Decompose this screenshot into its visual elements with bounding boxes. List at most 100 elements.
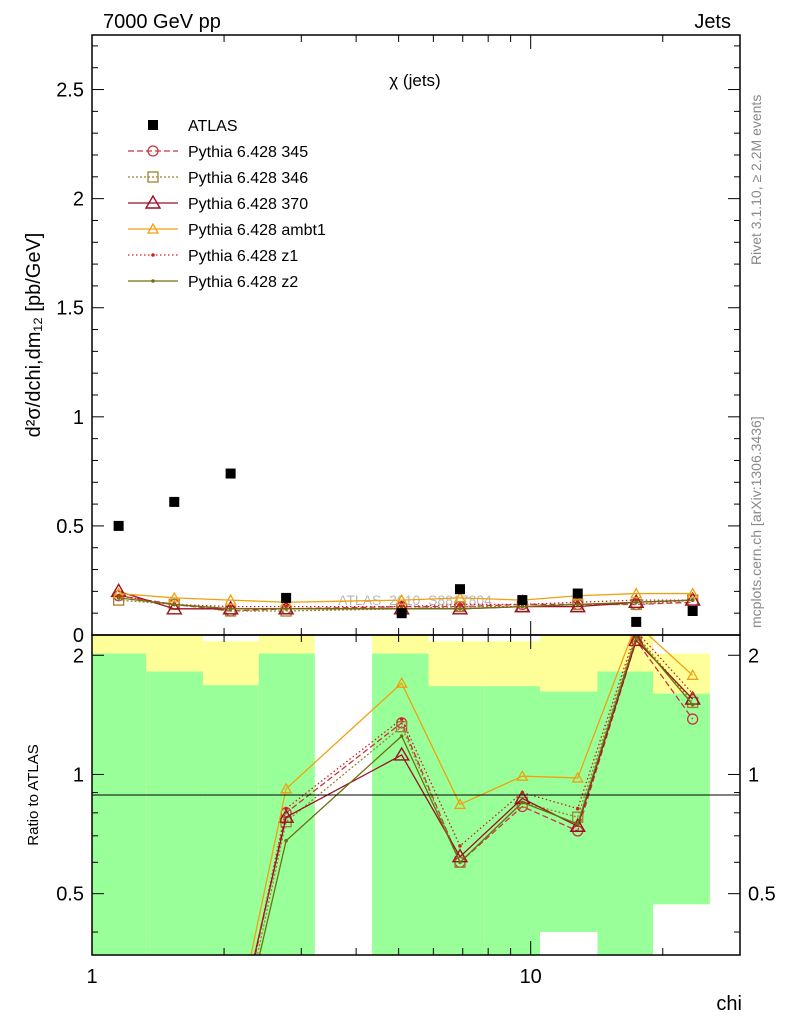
data-point-atlas (281, 592, 292, 603)
ratio-point-p370 (627, 635, 645, 647)
ratio-point-p370 (569, 817, 586, 832)
main-point-z2 (575, 602, 580, 607)
ratio-line-z2 (258, 635, 694, 955)
main-y-tick-label: 1.5 (56, 298, 84, 320)
green-band-bin (92, 653, 147, 955)
ratio-point-z2 (634, 635, 639, 640)
ratio-line-p370 (253, 639, 694, 955)
data-point-atlas (572, 588, 583, 599)
ratio-point-z1 (458, 844, 462, 848)
main-point-p370 (277, 600, 295, 615)
legend-label: Pythia 6.428 370 (188, 196, 308, 213)
main-line-z1 (118, 595, 693, 608)
legend-marker (144, 194, 162, 209)
data-point-atlas (631, 616, 642, 627)
ratio-point-p346 (396, 721, 408, 733)
data-point-atlas (687, 606, 698, 616)
data-point-atlas (396, 608, 407, 619)
green-band-bin (146, 671, 203, 955)
main-point-p370 (166, 600, 183, 615)
ratio-point-p345 (687, 713, 699, 725)
main-panel: ATLAS_2010_S8817804 00.511.522.5 χ (jets… (23, 34, 741, 647)
main-point-p370 (569, 598, 586, 613)
main-point-z2 (228, 607, 233, 611)
legend-marker (146, 222, 160, 234)
ratio-point-z1 (690, 691, 695, 696)
main-y-tick-label: 0 (73, 625, 84, 647)
main-point-ambt1 (224, 593, 237, 605)
green-band-bin (372, 653, 429, 955)
legend-label: Pythia 6.428 z2 (188, 274, 298, 291)
ratio-y-tick-label-right: 1 (748, 764, 759, 786)
legend-marker (147, 145, 159, 157)
header-left: 7000 GeV pp (103, 11, 221, 33)
main-point-z2 (634, 600, 639, 605)
legend-entry-p370: Pythia 6.428 370 (128, 194, 308, 213)
ratio-y-axis-label: Ratio to ATLAS (25, 744, 42, 845)
header-right: Jets (694, 11, 731, 33)
main-point-z1 (458, 602, 462, 607)
main-point-z2 (458, 607, 462, 611)
ratio-series (250, 635, 701, 955)
main-y-axis-label: d²σ/dchi,dm₁₂ [pb/GeV] (23, 233, 45, 438)
legend-label: Pythia 6.428 ambt1 (188, 222, 326, 239)
ratio-line-p345 (254, 638, 694, 955)
main-y-ticks: 0 0.5 1 1.5 2 2.5 (56, 45, 740, 647)
ratio-line-ambt1 (250, 635, 694, 955)
ratio-point-z1 (575, 806, 580, 811)
legend-entry-data: ATLAS (148, 118, 238, 135)
ratio-point-z1 (399, 717, 404, 721)
main-point-p370 (451, 600, 469, 615)
main-point-ambt1 (395, 593, 408, 605)
main-point-ambt1 (630, 587, 643, 599)
legend-entry-p346: Pythia 6.428 346 (128, 170, 308, 187)
legend-marker (151, 253, 155, 257)
legend-marker (151, 279, 155, 283)
main-point-p370 (684, 591, 701, 606)
main-point-z2 (116, 596, 121, 600)
ratio-y-tick-label-left: 1 (73, 764, 84, 786)
ratio-point-p346 (687, 696, 699, 709)
main-point-ambt1 (686, 587, 699, 599)
main-y-tick-label: 2 (73, 189, 84, 211)
x-axis-label: chi (716, 993, 742, 1015)
legend-label: Pythia 6.428 345 (188, 144, 308, 161)
data-point-atlas (517, 595, 528, 606)
ratio-series-clip (250, 635, 701, 955)
main-point-p370 (514, 598, 531, 613)
data-point-atlas (225, 468, 236, 479)
ratio-point-z2 (284, 838, 288, 843)
main-point-p370 (627, 593, 645, 608)
legend-label: Pythia 6.428 346 (188, 170, 308, 187)
legend-entry-z2: Pythia 6.428 z2 (128, 274, 298, 291)
legend-entry-p345: Pythia 6.428 345 (128, 144, 308, 161)
main-line-ambt1 (118, 592, 693, 603)
legend-entry-ambt1: Pythia 6.428 ambt1 (128, 222, 326, 239)
data-point-atlas (169, 496, 180, 507)
legend-marker (148, 120, 158, 130)
main-frame (91, 34, 741, 636)
main-point-z2 (284, 607, 288, 611)
ratio-point-ambt1 (686, 668, 699, 680)
main-point-z2 (520, 604, 525, 609)
x-tick-label: 10 (520, 966, 542, 988)
ratio-point-ambt1 (516, 769, 529, 781)
ratio-y-ticks: 0.5 0.5 1 1 2 2 (56, 645, 776, 933)
chart-title: χ (jets) (389, 71, 440, 90)
data-point-atlas (454, 584, 465, 595)
ratio-point-ambt1 (280, 782, 293, 794)
green-band-bin (652, 693, 710, 905)
x-tick-label: 1 (86, 966, 97, 988)
main-point-p370 (222, 600, 239, 615)
ratio-point-z2 (575, 822, 580, 826)
ratio-panel: 0.5 0.51 12 2 1 10 Ratio to ATLAS chi (25, 35, 776, 1015)
main-point-ambt1 (453, 591, 467, 603)
legend-label: Pythia 6.428 z1 (188, 248, 298, 265)
ratio-point-p370 (393, 746, 410, 761)
main-series (110, 468, 701, 627)
legend: ATLAS Pythia 6.428 345 Pythia 6.428 346 Pyt… (128, 118, 326, 291)
main-y-tick-label: 2.5 (56, 80, 84, 102)
ratio-point-z2 (458, 860, 462, 865)
main-point-z2 (690, 598, 695, 602)
